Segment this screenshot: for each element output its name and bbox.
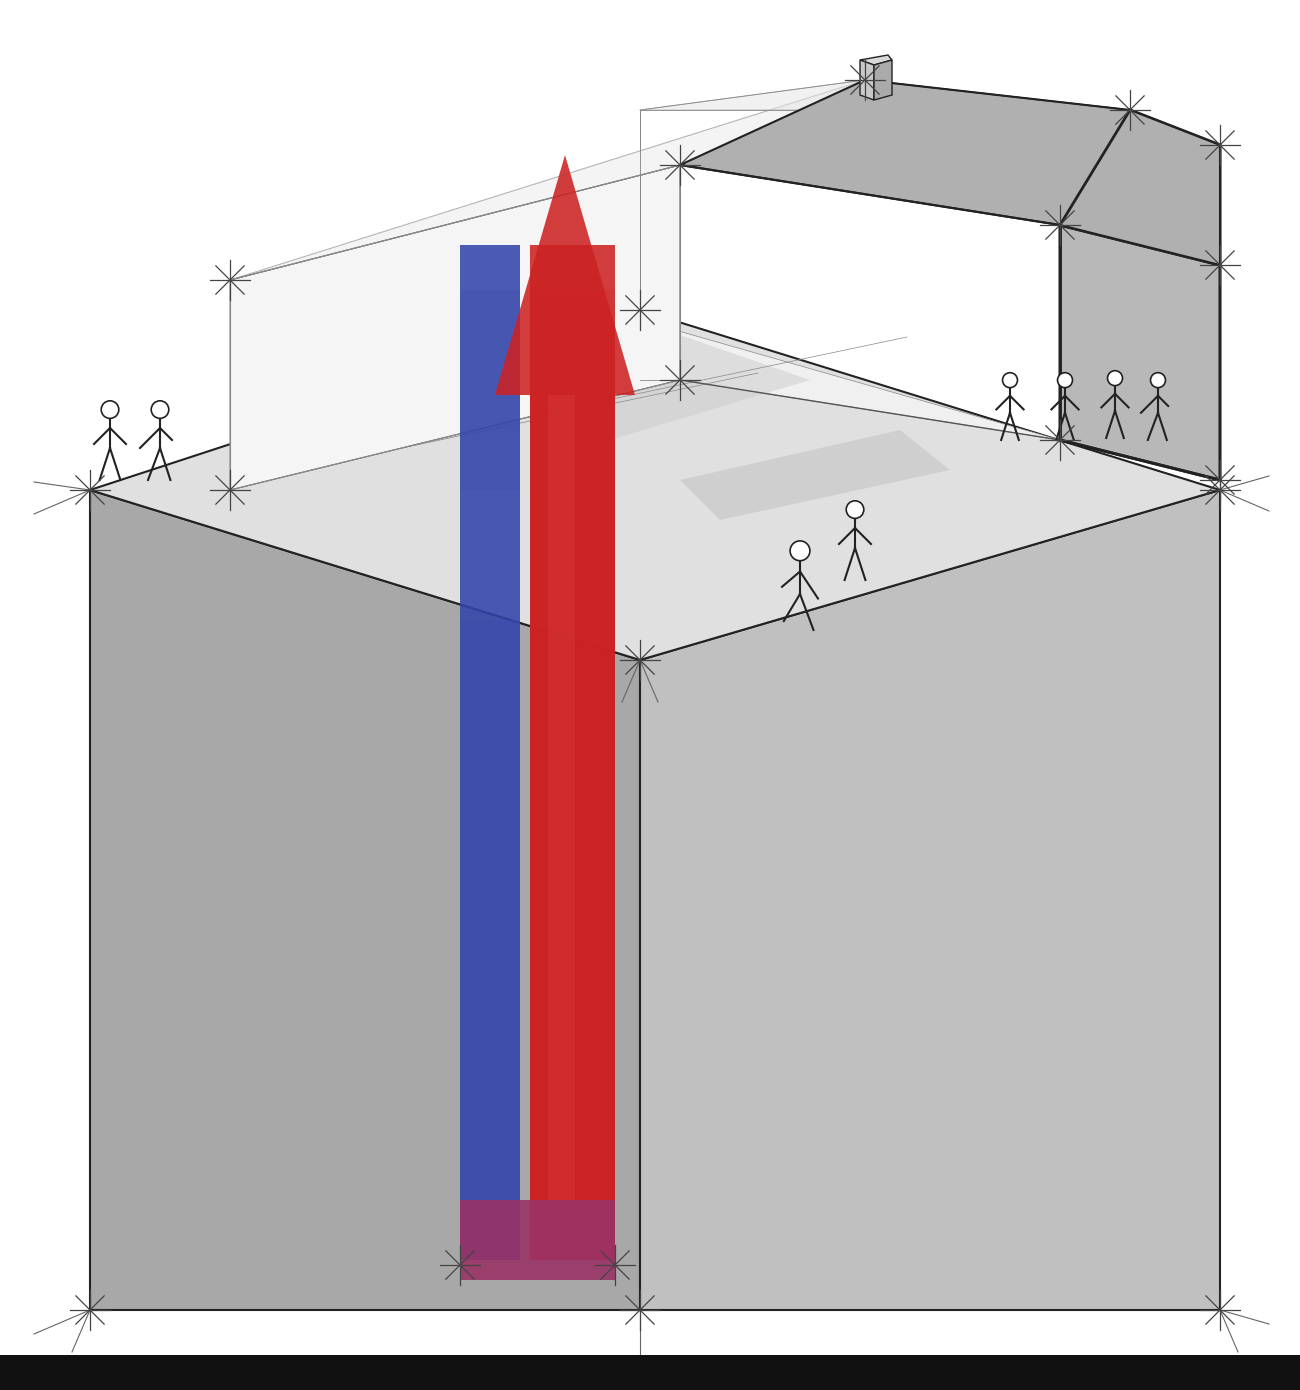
Polygon shape — [530, 620, 615, 1259]
Circle shape — [101, 400, 118, 418]
Circle shape — [1108, 371, 1122, 385]
Polygon shape — [460, 245, 520, 1259]
Polygon shape — [230, 81, 865, 279]
Polygon shape — [1060, 225, 1219, 480]
Polygon shape — [680, 430, 950, 520]
Polygon shape — [530, 395, 615, 1259]
Polygon shape — [640, 81, 1130, 110]
Polygon shape — [460, 291, 520, 491]
Polygon shape — [495, 156, 634, 395]
Circle shape — [1057, 373, 1072, 388]
Polygon shape — [530, 245, 615, 1259]
Circle shape — [151, 400, 169, 418]
Polygon shape — [861, 60, 874, 100]
Circle shape — [846, 500, 863, 518]
Polygon shape — [874, 60, 892, 100]
Circle shape — [1002, 373, 1018, 388]
Polygon shape — [230, 165, 680, 491]
Circle shape — [790, 541, 810, 560]
Polygon shape — [0, 1355, 1300, 1390]
Polygon shape — [640, 491, 1219, 1309]
Polygon shape — [460, 620, 520, 1259]
Polygon shape — [480, 335, 810, 441]
Polygon shape — [230, 320, 1059, 491]
Circle shape — [1150, 373, 1166, 388]
Polygon shape — [549, 395, 575, 1200]
Polygon shape — [861, 56, 892, 65]
Polygon shape — [460, 1200, 615, 1280]
Polygon shape — [90, 491, 640, 1309]
Polygon shape — [1060, 110, 1219, 265]
Polygon shape — [90, 310, 1219, 660]
Polygon shape — [680, 81, 1219, 265]
Polygon shape — [530, 291, 615, 491]
